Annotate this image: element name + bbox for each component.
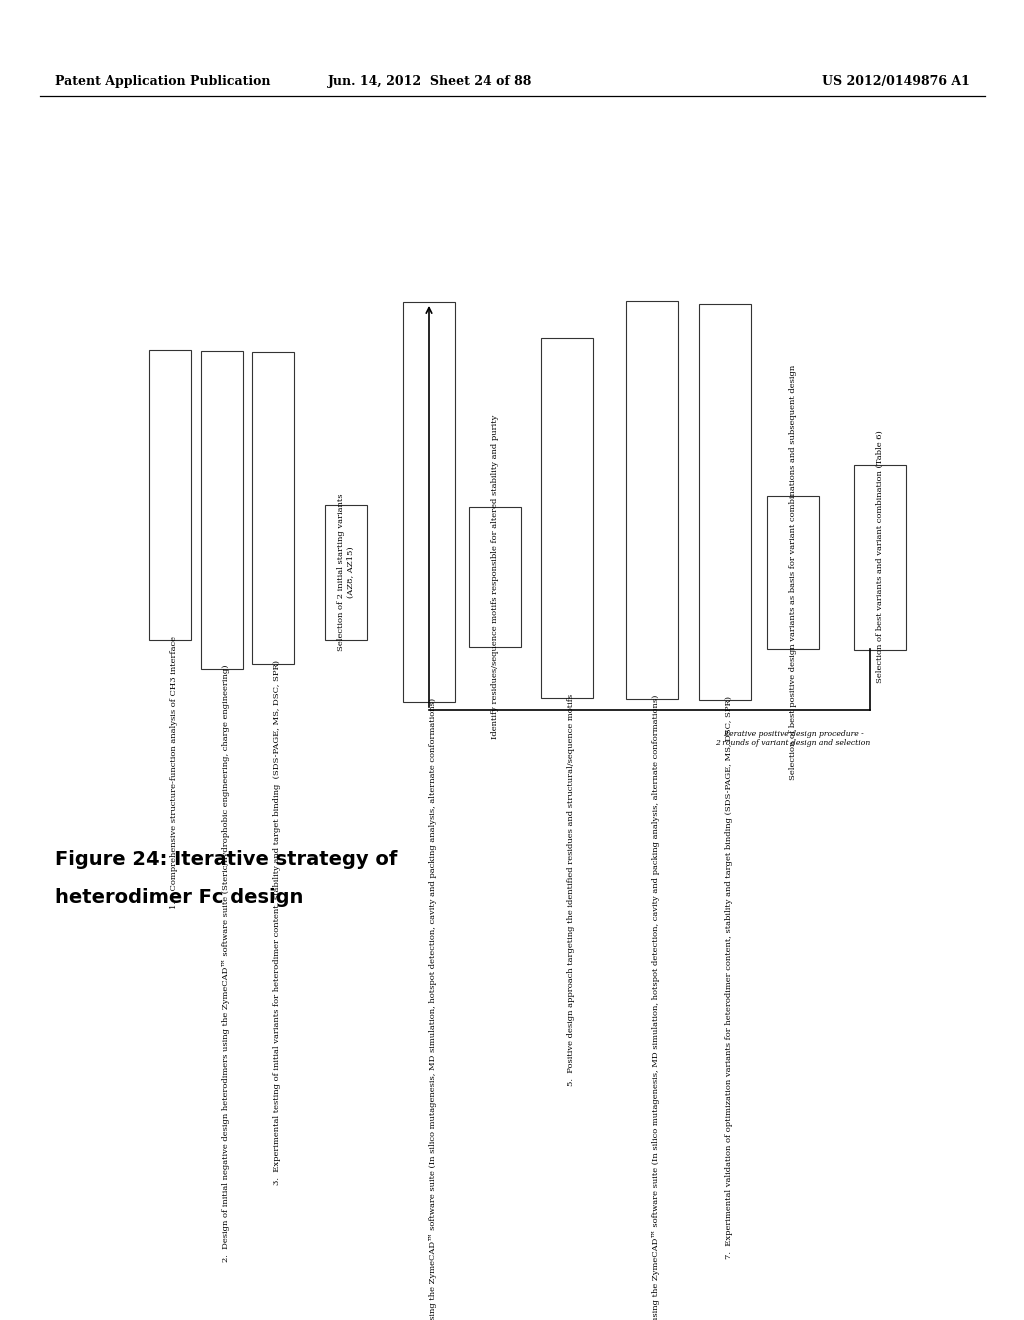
Text: Iterative positive design procedure -
2 rounds of variant design and selection: Iterative positive design procedure - 2 …: [716, 730, 870, 747]
Text: Selection of best positive design variants as basis for variant combinations and: Selection of best positive design varian…: [790, 364, 797, 780]
Bar: [403, 302, 455, 702]
Text: 1.    Comprehensive structure-function analysis of CH3 interface: 1. Comprehensive structure-function anal…: [170, 636, 178, 909]
Bar: [252, 352, 294, 664]
Bar: [767, 495, 819, 648]
Text: 4.  Comprehensive in-silico analysis of initial variants using the ZymeCAD™ soft: 4. Comprehensive in-silico analysis of i…: [429, 698, 437, 1320]
Bar: [201, 351, 243, 669]
Text: Selection of 2 initial starting variants
(AZ8, AZ15): Selection of 2 initial starting variants…: [337, 494, 354, 651]
Bar: [541, 338, 593, 698]
Bar: [325, 504, 367, 639]
Text: 7.  Experimental validation of optimization variants for heterodimer content, st: 7. Experimental validation of optimizati…: [725, 696, 733, 1259]
Bar: [699, 304, 751, 700]
Text: Figure 24: Iterative strategy of: Figure 24: Iterative strategy of: [55, 850, 397, 869]
Bar: [150, 350, 191, 640]
Text: Jun. 14, 2012  Sheet 24 of 88: Jun. 14, 2012 Sheet 24 of 88: [328, 75, 532, 88]
Text: Patent Application Publication: Patent Application Publication: [55, 75, 270, 88]
Text: US 2012/0149876 A1: US 2012/0149876 A1: [822, 75, 970, 88]
Text: Selection of best variants and variant combination (Table 6): Selection of best variants and variant c…: [876, 430, 884, 684]
Text: 6.  Comprehensive in-silico analysis and ranking of designed variants using the : 6. Comprehensive in-silico analysis and …: [652, 696, 660, 1320]
Text: heterodimer Fc design: heterodimer Fc design: [55, 888, 303, 907]
Bar: [469, 507, 521, 647]
Bar: [626, 301, 678, 700]
Text: 3.  Experimental testing of initial variants for heterodimer content, stability : 3. Experimental testing of initial varia…: [273, 660, 281, 1185]
Text: 2.  Design of initial negative design heterodimers using the ZymeCAD™ software s: 2. Design of initial negative design het…: [222, 665, 230, 1262]
Text: Identify residues/sequence motifs responsible for altered stability and purity: Identify residues/sequence motifs respon…: [490, 414, 499, 739]
Bar: [854, 465, 906, 649]
Text: 5.  Positive design approach targeting the identified residues and structural/se: 5. Positive design approach targeting th…: [567, 694, 575, 1086]
